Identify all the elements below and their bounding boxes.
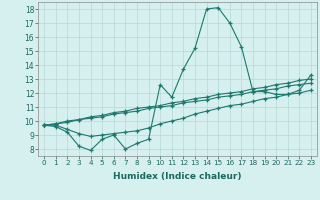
X-axis label: Humidex (Indice chaleur): Humidex (Indice chaleur)	[113, 172, 242, 181]
